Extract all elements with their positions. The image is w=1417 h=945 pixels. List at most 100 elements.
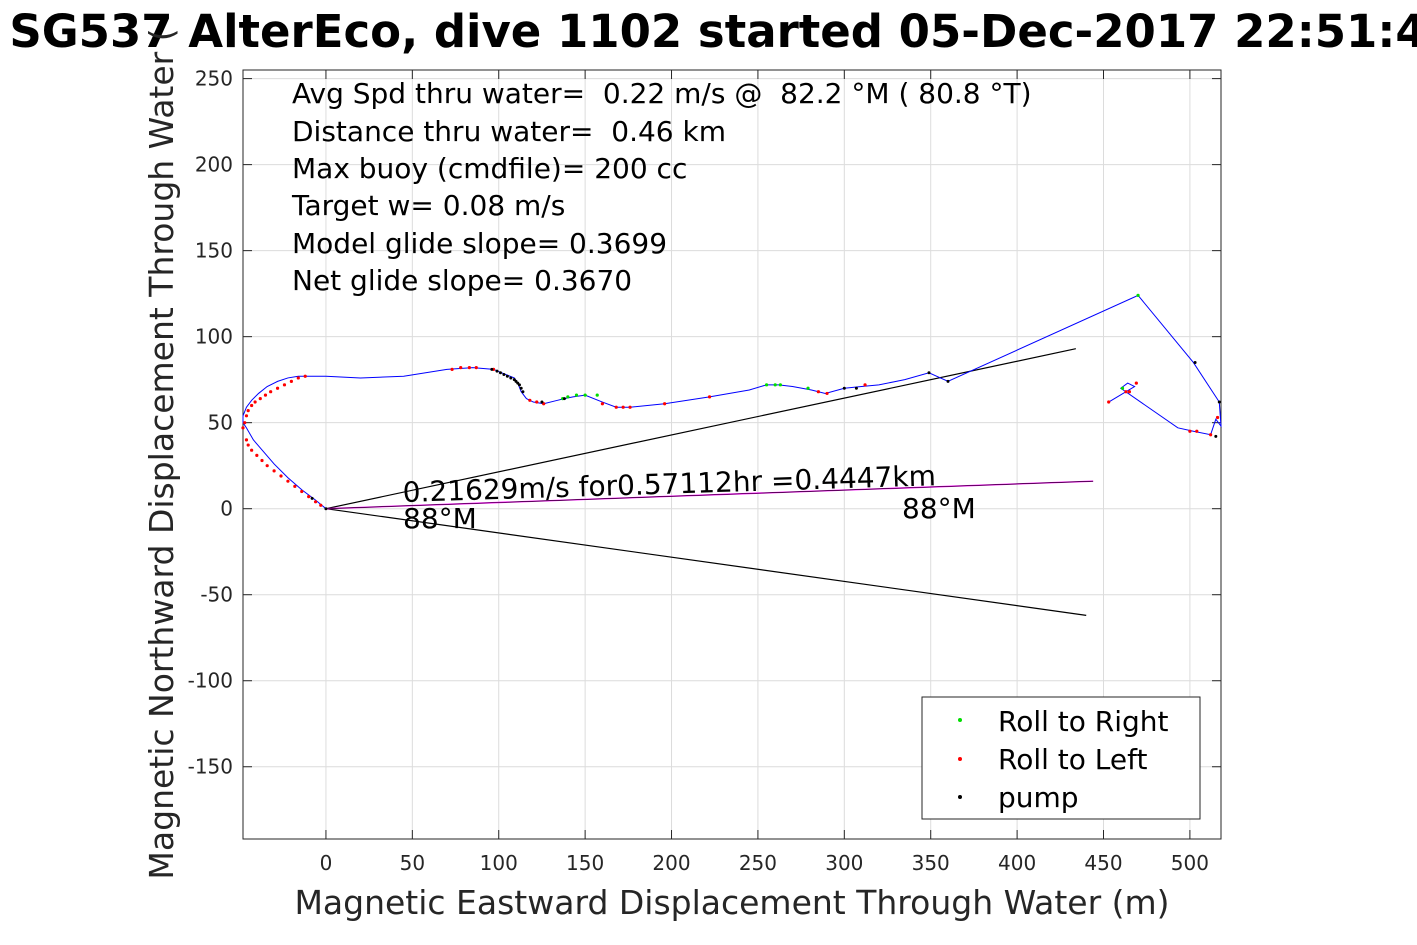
annotation-max-buoy: Max buoy (cmdfile)= 200 cc bbox=[292, 152, 687, 185]
roll-left-point bbox=[250, 403, 254, 408]
roll-right-point bbox=[1136, 293, 1140, 297]
roll-left-point bbox=[243, 421, 247, 425]
pump-point bbox=[519, 386, 523, 390]
y-tick-label: 150 bbox=[195, 239, 233, 263]
current-line-lower bbox=[325, 508, 1087, 616]
roll-left-point bbox=[303, 374, 307, 378]
net-displacement-core bbox=[325, 480, 1094, 509]
pump-point bbox=[946, 379, 950, 383]
legend-label-roll-right: Roll to Right bbox=[998, 705, 1169, 738]
roll-left-point bbox=[265, 464, 269, 468]
roll-left-point bbox=[1209, 433, 1213, 437]
roll-right-point bbox=[778, 383, 782, 387]
roll-right-point bbox=[595, 393, 599, 397]
x-tick-label: 500 bbox=[1171, 851, 1209, 875]
roll-left-point bbox=[293, 484, 297, 488]
axis-ticks bbox=[243, 70, 1221, 839]
legend-label-roll-left: Roll to Left bbox=[998, 743, 1147, 776]
roll-left-point bbox=[863, 383, 867, 387]
pump-point bbox=[540, 400, 544, 404]
roll-left-point bbox=[275, 386, 280, 390]
roll-left-point bbox=[279, 474, 283, 478]
roll-left-point bbox=[260, 458, 264, 463]
roll-left-point bbox=[467, 366, 471, 370]
pump-point bbox=[1217, 400, 1221, 404]
roll-left-point bbox=[246, 443, 250, 447]
stats-annotations: Avg Spd thru water= 0.22 m/s @ 82.2 °M (… bbox=[291, 77, 1032, 297]
roll-left-point bbox=[300, 489, 304, 494]
roll-left-point bbox=[825, 391, 829, 396]
x-tick-label: 100 bbox=[480, 851, 518, 875]
roll-left-point bbox=[296, 376, 300, 380]
x-tick-label: 450 bbox=[1084, 851, 1122, 875]
current-line-upper bbox=[325, 348, 1076, 510]
y-tick-label: 200 bbox=[195, 153, 233, 177]
roll-left-point bbox=[628, 405, 632, 409]
roll-left-point bbox=[528, 398, 532, 402]
annotation-target-w: Target w= 0.08 m/s bbox=[291, 189, 565, 222]
plot-frame bbox=[242, 69, 1222, 840]
y-tick-label: -50 bbox=[200, 583, 233, 607]
pump-point bbox=[842, 386, 846, 390]
roll-left-point bbox=[1134, 381, 1138, 385]
y-tick-label: 0 bbox=[220, 497, 233, 521]
pump-point bbox=[854, 386, 858, 390]
legend-label-pump: pump bbox=[998, 781, 1079, 814]
y-tick-labels: -150 -100 -50 0 50 100 150 200 250 bbox=[188, 67, 233, 779]
x-tick-label: 150 bbox=[566, 851, 604, 875]
annotation-avg-speed: Avg Spd thru water= 0.22 m/s @ 82.2 °M (… bbox=[292, 77, 1032, 110]
y-tick-label: -150 bbox=[188, 755, 233, 779]
roll-left-point bbox=[272, 469, 276, 473]
roll-left-point bbox=[313, 500, 318, 504]
roll-right-point bbox=[1120, 386, 1125, 390]
roll-left-point bbox=[663, 402, 667, 406]
roll-left-point bbox=[1127, 390, 1132, 394]
pump-point bbox=[927, 371, 931, 375]
roll-left-point bbox=[1215, 415, 1220, 420]
roll-left-point bbox=[1124, 390, 1128, 394]
reference-lines bbox=[325, 348, 1094, 616]
roll-left-point bbox=[286, 479, 290, 483]
y-axis-label: Magnetic Northward Displacement Through … bbox=[142, 28, 181, 879]
roll-right-point bbox=[764, 383, 769, 387]
roll-left-point bbox=[459, 366, 463, 370]
heading-label-right: 88°M bbox=[902, 492, 976, 525]
legend-marker-pump bbox=[958, 795, 962, 799]
roll-right-point bbox=[566, 395, 570, 399]
roll-left-point bbox=[450, 367, 454, 371]
roll-left-point bbox=[258, 396, 262, 401]
legend-marker-roll-left bbox=[958, 757, 962, 761]
roll-right-point bbox=[773, 383, 777, 387]
x-tick-label: 250 bbox=[739, 851, 777, 875]
roll-left-point bbox=[263, 393, 268, 397]
roll-left-point bbox=[307, 495, 311, 499]
pump-point bbox=[1214, 434, 1218, 438]
x-axis-label: Magnetic Eastward Displacement Through W… bbox=[294, 883, 1169, 922]
roll-left-point bbox=[253, 400, 257, 404]
roll-left-point bbox=[289, 379, 293, 383]
pump-point bbox=[562, 397, 566, 401]
x-tick-label: 200 bbox=[652, 851, 690, 875]
roll-right-point bbox=[583, 393, 587, 397]
pump-point bbox=[490, 367, 494, 371]
pump-point bbox=[505, 374, 509, 378]
roll-left-point bbox=[269, 390, 273, 394]
legend-marker-roll-right bbox=[958, 718, 962, 722]
roll-left-point bbox=[707, 395, 712, 399]
x-tick-label: 0 bbox=[320, 851, 333, 875]
pump-point bbox=[517, 383, 521, 387]
roll-left-point bbox=[1188, 429, 1192, 433]
roll-left-point bbox=[255, 453, 259, 457]
y-tick-label: 100 bbox=[195, 325, 233, 349]
y-tick-label: 50 bbox=[208, 411, 233, 435]
roll-left-point bbox=[474, 366, 478, 370]
data-points bbox=[241, 293, 1221, 511]
annotation-model-glide: Model glide slope= 0.3699 bbox=[292, 227, 667, 260]
pump-point bbox=[324, 507, 328, 511]
y-tick-label: -100 bbox=[188, 669, 233, 693]
heading-label-left: 88°M bbox=[403, 502, 477, 535]
roll-left-point bbox=[241, 426, 245, 430]
roll-left-point bbox=[282, 383, 287, 387]
y-tick-label: 250 bbox=[195, 67, 233, 91]
